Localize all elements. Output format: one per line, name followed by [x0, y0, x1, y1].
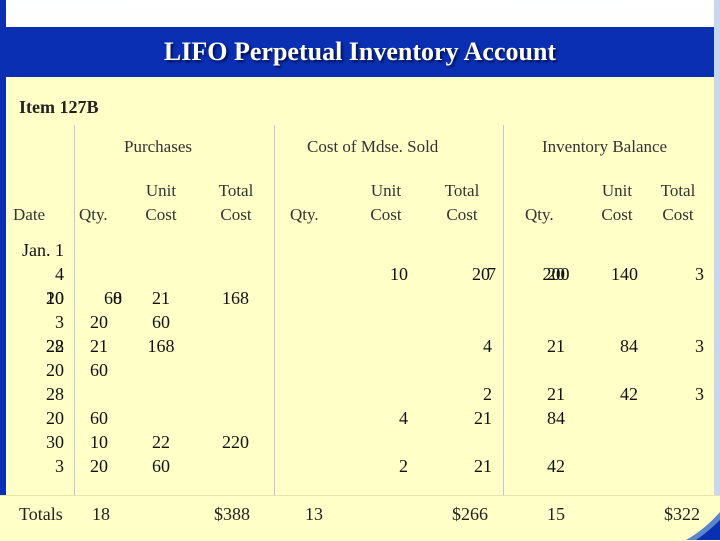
bal-qty-cell: 21	[547, 336, 565, 356]
date-cell-overlap: 20	[46, 288, 64, 308]
header-unit-cost-balance-2: Cost	[601, 205, 633, 224]
bal-qty-cell: 200	[542, 264, 570, 284]
left-accent-bar	[0, 0, 6, 540]
purch-qty-cell: 20	[90, 456, 108, 476]
purch-total-cell: 168	[222, 288, 249, 308]
purch-qty-cell: 20	[90, 312, 108, 332]
header-unit-cost-purchases-2: Cost	[145, 205, 177, 224]
date-cell: 20	[46, 360, 64, 380]
totals-label: Totals	[19, 504, 63, 524]
sold-qty-cell: 10	[390, 264, 408, 284]
bal-qty-cell-overlap: 20	[547, 264, 565, 284]
purch-qty-cell: 60	[90, 408, 108, 428]
purch-unit-cell: 22	[152, 432, 170, 452]
header-total-cost-purchases-2: Cost	[220, 205, 252, 224]
bal-qty-cell: 42	[547, 456, 565, 476]
purch-qty-cell: 60	[90, 360, 108, 380]
date-cell: 30	[46, 432, 64, 452]
header-unit-cost-purchases: Unit	[145, 181, 177, 200]
purch-qty-cell: 8	[113, 288, 122, 308]
sold-unit-cell-overlap: 7	[487, 264, 496, 284]
right-accent-bar	[714, 0, 720, 540]
totals-sold-total: $266	[452, 504, 488, 524]
sold-unit-cell: 4	[483, 336, 492, 356]
divider	[503, 125, 504, 495]
purch-total-cell: 220	[222, 432, 249, 452]
header-total-cost-sold-2: Cost	[446, 205, 478, 224]
date-cell: 3	[55, 312, 64, 332]
header-unit-cost-sold-2: Cost	[370, 205, 402, 224]
purch-unit-cell: 21	[152, 288, 170, 308]
header-total-cost-purchases: Total	[218, 181, 254, 200]
header-total-cost-sold: Total	[444, 181, 480, 200]
slide-title: LIFO Perpetual Inventory Account	[163, 37, 557, 66]
purch-unit-cell: 60	[152, 312, 170, 332]
header-inventory-balance: Inventory Balance	[542, 137, 668, 156]
divider	[274, 125, 275, 495]
header-qty-purchases: Qty.	[79, 205, 108, 224]
totals-bal-total: $322	[664, 504, 700, 524]
sold-qty-cell: 4	[399, 408, 408, 428]
header-qty-sold: Qty.	[290, 205, 319, 224]
bal-qty-cell: 84	[547, 408, 565, 428]
header-unit-cost-sold: Unit	[370, 181, 402, 200]
sold-unit-cell: 21	[474, 456, 492, 476]
bal-total-cell: 3	[695, 336, 704, 356]
bal-total-cell: 3	[695, 264, 704, 284]
totals-purch-total: $388	[214, 504, 250, 524]
date-cell: 22	[46, 336, 64, 356]
bal-total-cell: 3	[695, 384, 704, 404]
ledger-area	[6, 77, 714, 495]
bal-unit-cell: 140	[611, 264, 638, 284]
totals-bal-qty: 15	[547, 504, 565, 524]
totals-sold-qty: 13	[305, 504, 323, 524]
item-label: Item 127B	[19, 97, 99, 117]
purch-unit-cell: 168	[147, 336, 175, 356]
header-cost-of-mdse-sold: Cost of Mdse. Sold	[307, 137, 439, 156]
corner-decoration	[686, 512, 720, 540]
date-cell: 4	[55, 264, 64, 284]
bal-unit-cell: 84	[620, 336, 638, 356]
date-cell: Jan. 1	[22, 240, 64, 260]
totals-band	[0, 495, 720, 541]
divider	[74, 125, 75, 495]
bal-qty-cell: 21	[547, 384, 565, 404]
sold-unit-cell: 2	[483, 384, 492, 404]
header-purchases: Purchases	[124, 137, 192, 156]
date-cell: 20	[46, 408, 64, 428]
date-cell-overlap: 28	[46, 336, 64, 356]
purch-unit-cell: 60	[152, 456, 170, 476]
header-total-cost-balance: Total	[660, 181, 696, 200]
sold-unit-cell: 21	[474, 408, 492, 428]
header-unit-cost-balance: Unit	[601, 181, 633, 200]
bal-unit-cell: 42	[620, 384, 638, 404]
purch-qty-cell: 21	[90, 336, 108, 356]
purch-qty-cell: 10	[90, 432, 108, 452]
sold-unit-cell: 20	[472, 264, 490, 284]
date-cell: 3	[55, 456, 64, 476]
header-date: Date	[13, 205, 46, 224]
header-total-cost-balance-2: Cost	[662, 205, 694, 224]
date-cell: 28	[46, 384, 64, 404]
date-cell: 10	[46, 288, 64, 308]
sold-qty-cell: 2	[399, 456, 408, 476]
header-qty-balance: Qty.	[525, 205, 554, 224]
purch-qty-cell-overlap: 60	[104, 288, 122, 308]
title-bar: LIFO Perpetual Inventory Account	[6, 27, 714, 77]
totals-purch-qty: 18	[92, 504, 110, 524]
